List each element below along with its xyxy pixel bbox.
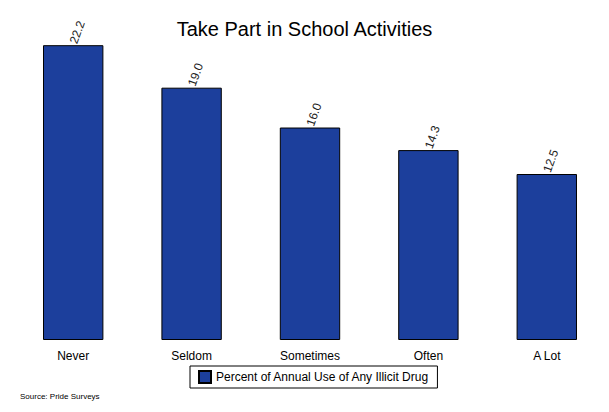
svg-text:19.0: 19.0 bbox=[185, 61, 206, 88]
svg-text:22.2: 22.2 bbox=[67, 19, 88, 46]
svg-text:12.5: 12.5 bbox=[540, 147, 561, 174]
svg-text:16.0: 16.0 bbox=[303, 101, 324, 128]
svg-text:Take Part in School Activities: Take Part in School Activities bbox=[177, 18, 433, 40]
svg-text:A Lot: A Lot bbox=[533, 349, 561, 363]
svg-text:Often: Often bbox=[414, 349, 443, 363]
svg-text:14.3: 14.3 bbox=[422, 123, 443, 150]
svg-text:Percent of Annual Use of Any I: Percent of Annual Use of Any Illicit Dru… bbox=[216, 370, 428, 384]
svg-text:Sometimes: Sometimes bbox=[280, 349, 340, 363]
svg-text:Seldom: Seldom bbox=[171, 349, 212, 363]
svg-text:Never: Never bbox=[57, 349, 89, 363]
svg-text:Source: Pride Surveys: Source: Pride Surveys bbox=[20, 392, 100, 401]
